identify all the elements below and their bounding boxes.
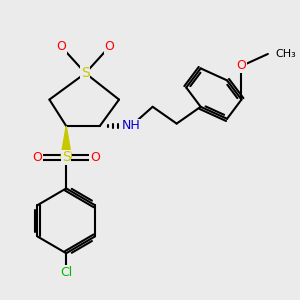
Text: Cl: Cl bbox=[60, 266, 72, 279]
Text: O: O bbox=[104, 40, 114, 53]
Text: O: O bbox=[90, 151, 100, 164]
Text: NH: NH bbox=[122, 119, 140, 133]
Text: O: O bbox=[56, 40, 66, 53]
Polygon shape bbox=[61, 126, 71, 157]
Text: S: S bbox=[62, 150, 70, 164]
Text: S: S bbox=[81, 66, 90, 80]
Text: O: O bbox=[32, 151, 42, 164]
Text: O: O bbox=[236, 59, 246, 73]
Text: CH₃: CH₃ bbox=[275, 49, 296, 59]
